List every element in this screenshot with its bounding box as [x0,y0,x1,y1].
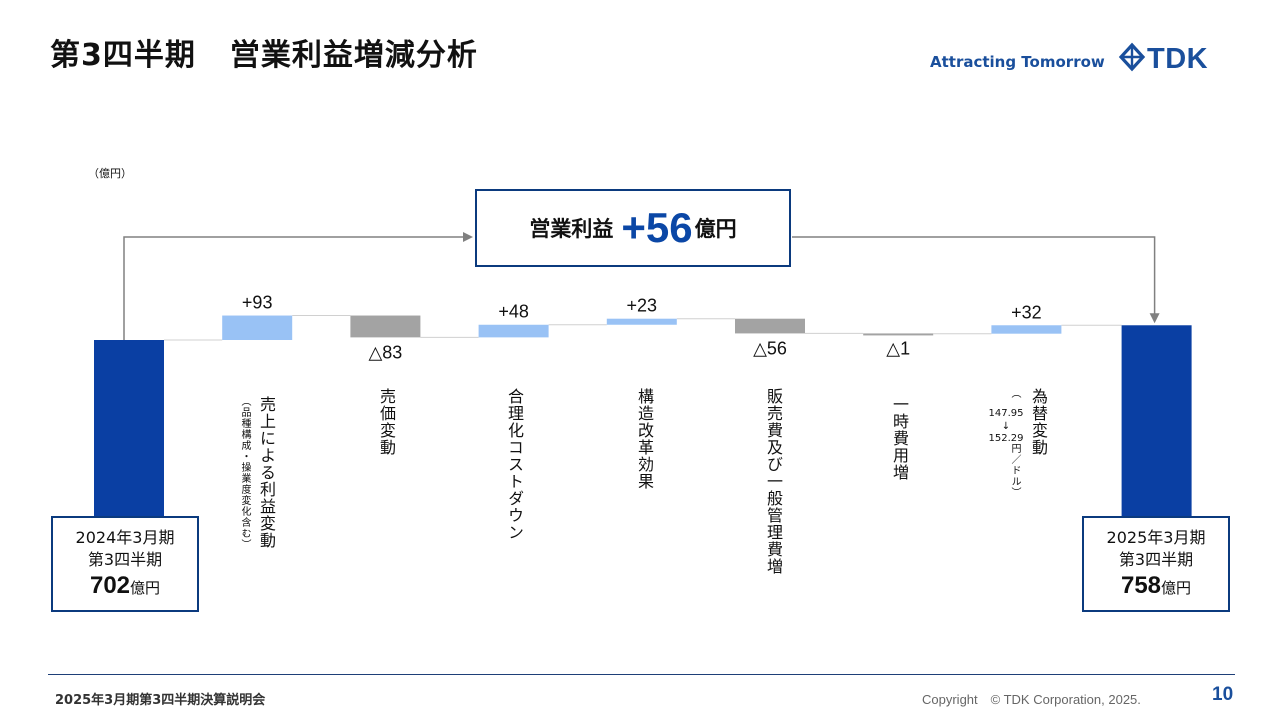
step-value-label: +32 [1011,302,1042,322]
footer-event-title: 2025年3月期第3四半期決算説明会 [55,693,266,708]
start-total-unit: 億円 [130,579,161,598]
tdk-logo: TDK [1118,42,1208,72]
fx-rate-arrow: ↓ [1001,420,1011,432]
step-label-cost-reduction: 合理化コストダウン [505,388,524,541]
step-value-label: △1 [886,339,910,359]
start-total-period: 2024年3月期 [75,528,175,547]
start-total-quarter: 第3四半期 [87,549,163,569]
step-bar [863,333,934,336]
step-label-one-time: 一時費用増 [890,396,909,481]
page-title-topic: 営業利益増減分析 [229,38,478,73]
step-label-restructuring: 構造改革効果 [635,388,654,490]
operating-profit-change-banner: 営業利益 +56 億円 [475,189,791,267]
step-bar [350,315,421,338]
end-total-period: 2025年3月期 [1106,528,1206,547]
step-label-fx: 為替変動 [1029,388,1048,456]
page-number: 10 [1212,684,1234,705]
bridge-arrowhead-left [463,232,473,242]
step-sublabel-fx: （ 円／ドル） [1009,388,1020,498]
bridge-arrowhead-right [1149,313,1160,324]
start-total-value: 702 [89,572,131,600]
step-value-label: △56 [753,338,787,358]
page-title: 第3四半期 営業利益増減分析 [50,30,478,74]
step-bar [606,318,677,325]
step-value-label: △83 [368,342,402,362]
unit-label: （億円） [88,167,132,180]
bridge-arrow-left [123,236,466,340]
bridge-arrow-right [792,236,1156,317]
step-label-price: 売価変動 [377,388,396,456]
step-label-sga: 販売費及び一般管理費増 [764,388,783,575]
page-title-quarter: 第3四半期 [50,38,196,73]
tdk-emblem-icon [1118,42,1146,72]
fx-rate: 147.95 ↓ 152.29 [981,408,1031,446]
footer-divider [48,674,1235,675]
step-bar [478,324,549,338]
banner-value: +56 [621,204,693,251]
banner-label: 営業利益 [529,217,614,241]
step-bar [222,315,293,340]
start-total-bar [94,340,164,545]
end-total-quarter: 第3四半期 [1118,549,1194,569]
step-value-label: +93 [242,293,273,313]
step-bar [735,318,805,334]
footer-copyright: Copyright © TDK Corporation, 2025. [922,692,1141,707]
step-sublabel-sales-profit: （品種構成・操業度変化含む） [239,396,250,550]
banner-unit: 億円 [694,217,737,241]
start-total-box: 2024年3月期 第3四半期 702億円 [51,516,199,612]
step-value-label: +23 [627,296,658,316]
step-value-label: +48 [498,302,529,322]
step-bar [991,325,1062,334]
end-total-unit: 億円 [1161,579,1192,598]
brand-tagline: Attracting Tomorrow [930,53,1105,71]
tdk-logo-text: TDK [1147,43,1208,72]
end-total-value: 758 [1120,572,1162,600]
fx-rate-to: 152.29 [988,433,1024,444]
end-total-box: 2025年3月期 第3四半期 758億円 [1082,516,1230,612]
fx-rate-from: 147.95 [988,408,1024,419]
step-label-sales-profit: 売上による利益変動 [257,396,276,549]
end-total-bar [1121,325,1192,545]
